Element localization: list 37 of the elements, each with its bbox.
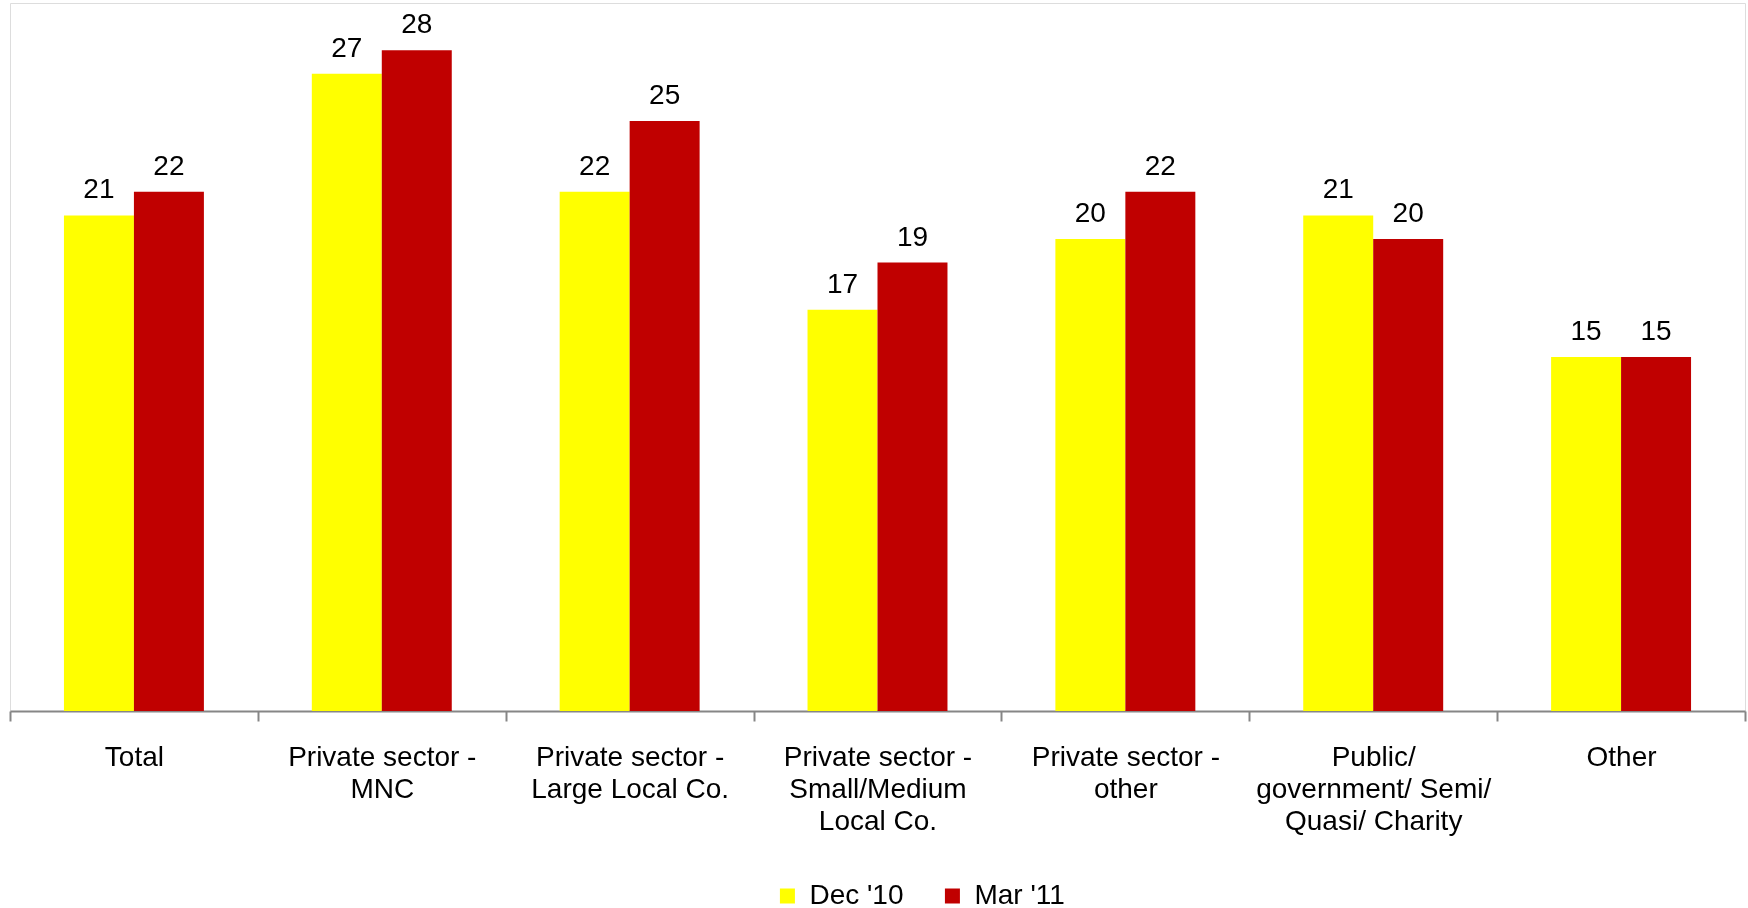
data-label: 20 [1392, 197, 1424, 228]
bar [1373, 239, 1444, 711]
data-label: 22 [579, 149, 611, 181]
bar [559, 191, 630, 711]
data-label: 20 [1074, 197, 1106, 228]
x-tick-label: Private sector - other [1031, 740, 1220, 804]
bar [63, 215, 134, 711]
bar [381, 50, 452, 711]
data-label: 21 [83, 173, 115, 205]
data-label: 25 [649, 79, 681, 110]
x-tick-label: Public/ government/ Semi/ Quasi/ Charity [1256, 740, 1492, 836]
legend-label: Mar '11 [974, 879, 1065, 908]
x-tick-label: Private sector - Large Local Co. [531, 740, 729, 804]
bar [1621, 357, 1692, 711]
bar [1551, 357, 1622, 711]
bar [1125, 191, 1196, 711]
data-label: 22 [153, 149, 185, 181]
x-tick-label: Private sector - MNC [288, 740, 477, 804]
bar [311, 73, 382, 711]
legend-label: Dec '10 [809, 879, 904, 908]
data-label: 15 [1570, 315, 1602, 346]
data-label: 22 [1144, 149, 1176, 181]
bar [877, 262, 948, 711]
bar [133, 191, 204, 711]
x-tick-label: Total [104, 740, 165, 772]
data-label: 21 [1322, 173, 1354, 205]
bar [629, 121, 700, 711]
data-label: 19 [896, 220, 929, 252]
bar [1303, 215, 1374, 711]
x-tick-label: Private sector - Small/Medium Local Co. [783, 740, 973, 836]
data-label: 27 [331, 31, 363, 63]
data-label: 15 [1640, 315, 1672, 346]
x-tick-label: Other [1586, 740, 1657, 772]
bar [807, 309, 878, 711]
bar [1055, 239, 1126, 711]
data-label: 17 [826, 267, 859, 299]
data-label: 28 [401, 8, 433, 40]
